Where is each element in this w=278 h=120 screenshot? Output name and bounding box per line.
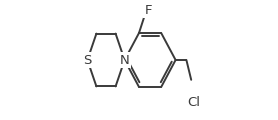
Text: N: N [120,54,130,66]
Text: S: S [83,54,91,66]
Text: Cl: Cl [187,96,200,109]
Text: F: F [144,4,152,17]
